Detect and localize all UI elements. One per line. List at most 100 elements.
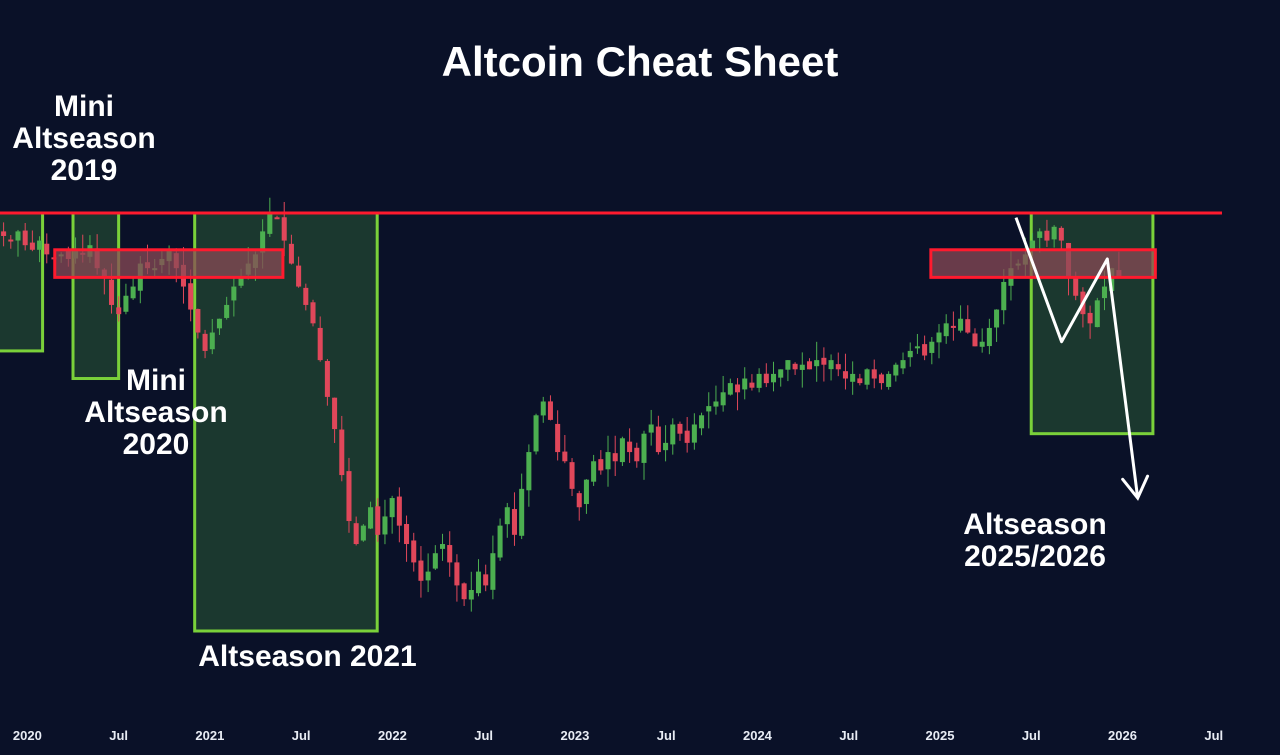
x-axis: 2020 Jul 2021 Jul 2022 Jul 2023 Jul 2024 Jul 2025 J… xyxy=(13,728,1223,743)
altseason-zone-2 xyxy=(193,211,379,633)
candle xyxy=(914,346,920,349)
x-tick-label: 2024 xyxy=(743,728,773,743)
candle xyxy=(583,479,589,505)
altseason-zone-0 xyxy=(0,211,45,353)
x-tick-label: Jul xyxy=(1204,728,1223,743)
candle xyxy=(670,424,676,445)
candle xyxy=(483,574,489,586)
candle xyxy=(109,279,115,305)
candle xyxy=(871,369,877,379)
x-tick-label: Jul xyxy=(839,728,858,743)
candle xyxy=(267,213,273,234)
candle xyxy=(555,423,561,453)
candle xyxy=(447,545,453,563)
candle xyxy=(15,231,21,241)
candle xyxy=(396,496,402,526)
candle xyxy=(706,406,712,412)
label-altseason-2021: Altseason 2021 xyxy=(198,640,417,673)
candle xyxy=(569,462,575,489)
candle xyxy=(188,283,194,310)
candle xyxy=(699,415,705,429)
candle xyxy=(475,571,482,594)
overlays-layer xyxy=(0,211,1222,501)
candle xyxy=(274,217,280,220)
resistance-band-left xyxy=(53,248,285,279)
label-altseason-2025-2026: Altseason 2025/2026 xyxy=(963,508,1107,573)
candle xyxy=(130,286,136,299)
x-tick-label: Jul xyxy=(474,728,493,743)
candle xyxy=(936,332,942,343)
candle xyxy=(886,373,892,387)
candle xyxy=(735,384,741,393)
candle xyxy=(979,341,985,347)
candle xyxy=(288,243,294,264)
candle xyxy=(231,286,237,301)
candle xyxy=(576,493,582,508)
candle xyxy=(1037,231,1043,238)
candle xyxy=(202,333,208,351)
candle xyxy=(540,401,546,416)
candle xyxy=(943,323,949,337)
candle xyxy=(864,369,870,385)
candle xyxy=(44,243,50,255)
projection-arrowhead xyxy=(1121,474,1150,501)
candle xyxy=(799,364,805,370)
candle xyxy=(900,360,906,369)
x-tick-label: 2022 xyxy=(378,728,407,743)
candle xyxy=(303,287,309,305)
candle xyxy=(461,583,467,600)
candle xyxy=(806,361,813,370)
candle xyxy=(1051,226,1057,240)
x-tick-label: 2020 xyxy=(13,728,42,743)
resistance-band-right xyxy=(929,248,1157,279)
candle xyxy=(749,382,755,388)
candle xyxy=(519,488,525,536)
candle xyxy=(648,424,654,433)
candle xyxy=(1094,300,1100,328)
candle xyxy=(382,516,388,535)
candle xyxy=(368,507,374,529)
candle xyxy=(389,498,395,518)
candle xyxy=(123,295,129,312)
candle xyxy=(655,426,661,453)
candle xyxy=(1030,240,1036,251)
candle xyxy=(454,562,460,586)
candle xyxy=(634,447,640,462)
candle xyxy=(317,327,323,361)
candle xyxy=(821,357,827,365)
candle xyxy=(37,240,43,250)
candle xyxy=(792,363,798,370)
chart-title: Altcoin Cheat Sheet xyxy=(441,38,839,85)
candle xyxy=(440,544,446,549)
candle xyxy=(727,383,733,395)
candle xyxy=(922,344,928,356)
candles-layer xyxy=(1,197,1122,612)
candle xyxy=(353,523,359,545)
candle xyxy=(310,302,316,324)
candle xyxy=(835,364,841,370)
candle xyxy=(116,307,122,315)
x-tick-label: Jul xyxy=(292,728,311,743)
candle xyxy=(411,540,417,563)
candle xyxy=(893,364,899,376)
candle xyxy=(547,401,553,420)
candle xyxy=(677,423,683,434)
candle xyxy=(468,590,474,600)
candle xyxy=(490,553,496,590)
candle xyxy=(1058,227,1064,241)
candle xyxy=(1073,276,1079,296)
candle xyxy=(907,350,913,358)
candle xyxy=(1109,268,1115,292)
candle xyxy=(965,319,971,333)
x-tick-label: 2025 xyxy=(926,728,955,743)
candle xyxy=(1087,312,1093,324)
candle xyxy=(986,327,992,347)
candle xyxy=(224,304,230,318)
candle xyxy=(598,459,604,471)
candle xyxy=(763,373,769,384)
candle xyxy=(432,553,438,569)
candle xyxy=(533,415,539,452)
candle xyxy=(375,506,381,535)
candle xyxy=(216,318,222,329)
candle xyxy=(296,265,302,287)
